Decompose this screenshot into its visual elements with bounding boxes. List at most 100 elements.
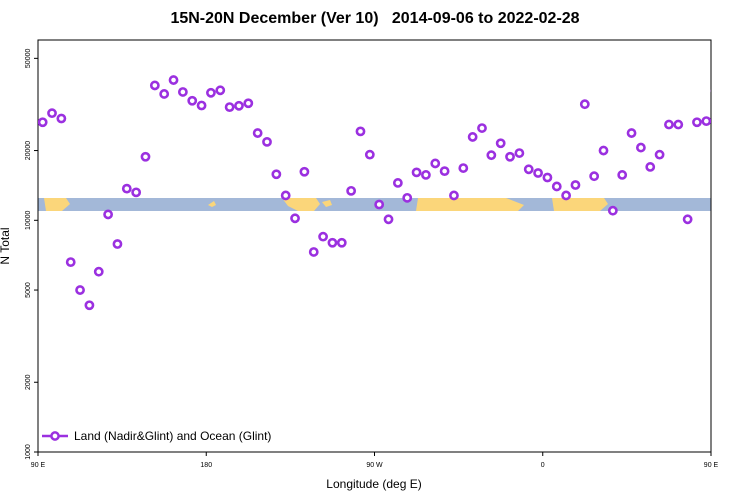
land-mass [552, 198, 608, 211]
data-point [523, 164, 534, 175]
x-axis: 90 E 180 90 W 0 90 E [31, 452, 719, 469]
data-point [299, 166, 310, 177]
data-point [635, 142, 646, 153]
data-point [75, 285, 85, 295]
y-tick-label: 20000 [25, 141, 32, 161]
data-point [177, 87, 188, 97]
data-point [290, 213, 300, 224]
data-point [626, 128, 637, 138]
data-point [140, 151, 151, 162]
y-tick-label: 5000 [25, 282, 32, 298]
data-point [262, 136, 272, 147]
data-point [215, 85, 226, 96]
land-mass [416, 198, 524, 211]
y-axis: 1000 2000 5000 10000 20000 50000 [25, 49, 38, 460]
land-mass [282, 198, 320, 211]
land-mass [44, 198, 70, 211]
x-tick-label: 90 E [31, 462, 46, 469]
data-point [449, 190, 459, 201]
land-mass [322, 200, 332, 207]
data-point [570, 180, 581, 190]
data-point [131, 187, 142, 198]
data-point [346, 185, 357, 196]
data-point [551, 181, 562, 192]
data-point [721, 85, 728, 92]
land-mass [208, 201, 216, 207]
data-point [514, 148, 525, 158]
data-point [740, 74, 747, 81]
data-point [206, 87, 216, 98]
data-point [187, 95, 198, 106]
data-point [542, 172, 553, 183]
data-point [486, 150, 497, 161]
data-point [112, 239, 123, 249]
y-axis-label: N Total [0, 227, 12, 264]
data-point [318, 231, 328, 242]
legend-label: Land (Nadir&Glint) and Ocean (Glint) [74, 429, 271, 443]
data-point [243, 98, 254, 109]
data-point [47, 108, 57, 119]
data-point [495, 138, 506, 149]
data-point [682, 214, 693, 225]
data-point [93, 266, 104, 277]
y-tick-label: 1000 [25, 444, 32, 460]
data-point [645, 162, 656, 172]
data-point [308, 247, 319, 257]
data-point [505, 151, 515, 162]
data-point [561, 190, 572, 201]
data-point [149, 80, 160, 91]
data-point [710, 89, 711, 93]
data-point [84, 300, 95, 311]
data-point [402, 192, 413, 203]
data-point [159, 89, 170, 99]
data-point [673, 119, 684, 130]
data-point [336, 237, 347, 248]
data-point [234, 100, 244, 111]
data-point [430, 158, 441, 169]
y-tick-label: 50000 [25, 49, 32, 69]
data-point [121, 183, 132, 194]
data-point [598, 145, 609, 156]
data-point [701, 116, 711, 126]
data-point [355, 126, 366, 137]
data-point [664, 119, 674, 130]
x-tick-label: 180 [200, 462, 212, 469]
data-point [364, 149, 375, 160]
x-tick-label: 90 E [704, 462, 719, 469]
data-point [654, 149, 665, 160]
y-tick-label: 2000 [25, 374, 32, 390]
data-point [579, 99, 590, 110]
data-point [271, 169, 282, 180]
data-point [458, 163, 469, 173]
data-point [617, 170, 628, 180]
legend: Land (Nadir&Glint) and Ocean (Glint) [42, 429, 271, 443]
data-point [196, 100, 207, 111]
data-point [56, 113, 67, 124]
x-tick-label: 90 W [366, 462, 383, 469]
y-tick-label: 10000 [25, 210, 32, 230]
data-point [731, 83, 738, 90]
data-point [439, 166, 450, 177]
data-point [383, 214, 394, 225]
data-point [327, 237, 338, 248]
data-point [65, 257, 76, 268]
data-point [477, 123, 487, 133]
data-point [467, 132, 478, 142]
chart-title: 15N-20N December (Ver 10) 2014-09-06 to … [170, 10, 580, 27]
x-tick-label: 0 [541, 462, 545, 469]
plot-area [37, 39, 712, 453]
x-axis-label: Longitude (deg E) [326, 477, 421, 491]
data-point [103, 209, 114, 220]
data-point [168, 75, 179, 85]
data-point [280, 190, 291, 201]
data-point [252, 128, 263, 138]
data-point [224, 102, 235, 113]
data-point [589, 171, 600, 182]
data-point [392, 178, 403, 188]
data-point [692, 117, 702, 128]
data-point [533, 168, 543, 178]
data-point [607, 205, 618, 216]
data-point [411, 167, 422, 178]
data-point [421, 170, 431, 180]
